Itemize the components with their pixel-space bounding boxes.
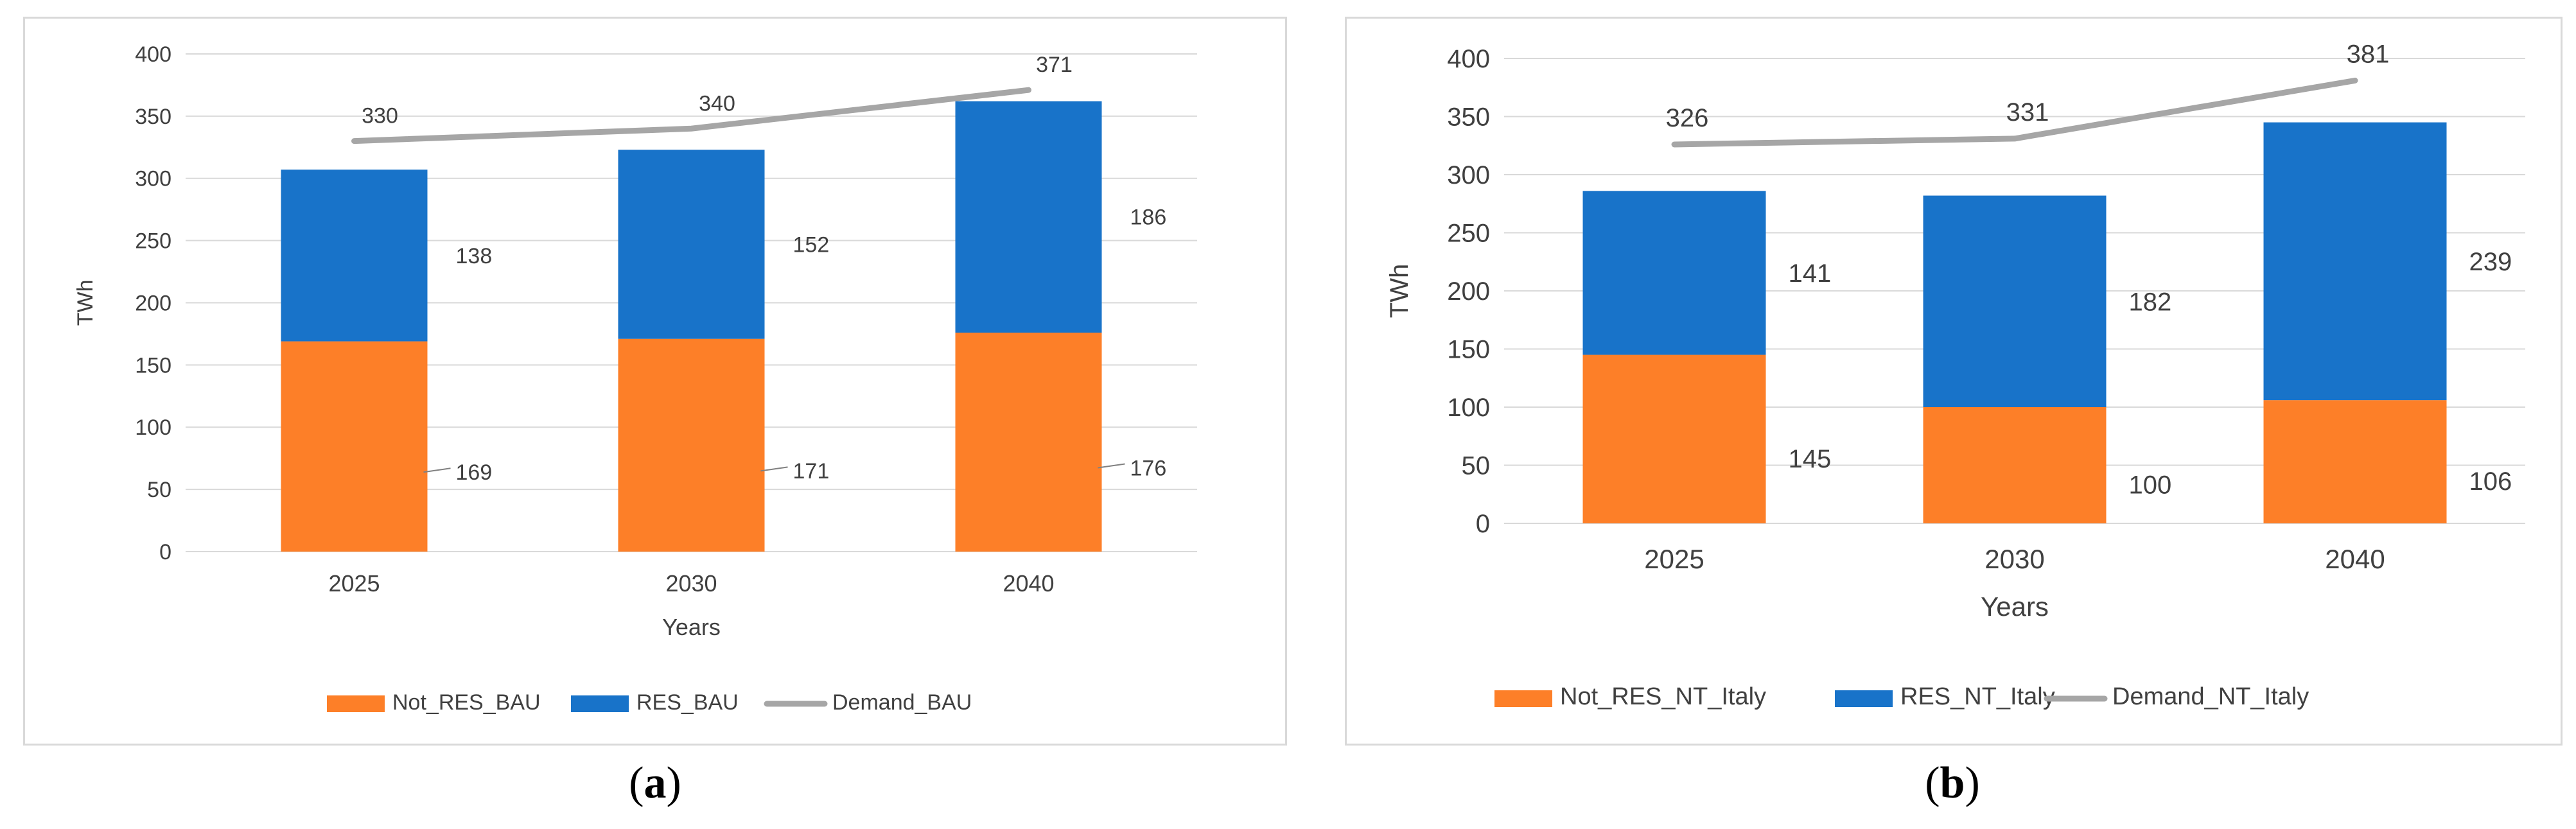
x-axis-label: Years <box>662 614 721 640</box>
bar-data-label: 141 <box>1789 259 1832 288</box>
bar-not-res-bau <box>955 333 1102 552</box>
line-data-label: 371 <box>1036 53 1073 77</box>
x-tick-label: 2025 <box>328 570 380 597</box>
y-tick-label: 200 <box>1447 277 1490 306</box>
x-tick-label: 2030 <box>1985 544 2044 574</box>
bar-data-label: 239 <box>2469 248 2512 276</box>
data-label-leader <box>423 467 451 473</box>
data-label-leader <box>760 466 788 472</box>
caption-a: (a) <box>629 758 681 808</box>
x-tick-label: 2040 <box>2325 544 2385 574</box>
legend-label: Demand_BAU <box>832 690 972 715</box>
bar-data-label: 171 <box>793 459 830 484</box>
bar-not-res-bau <box>281 341 428 552</box>
y-tick-label: 400 <box>1447 45 1490 73</box>
line-data-label: 340 <box>699 91 735 116</box>
demand-line <box>351 87 1031 144</box>
legend-label: RES_BAU <box>636 690 739 715</box>
bar-not-res-nt-italy <box>2263 400 2447 523</box>
bar-res-bau <box>955 101 1102 333</box>
chart-panel-b: 0 50 100 150 200 250 300 350 400 TWh 145 141 2025 100… <box>1345 17 2563 746</box>
bar-not-res-nt-italy <box>1923 407 2107 523</box>
y-tick-label: 250 <box>1447 220 1490 248</box>
y-tick-label: 0 <box>159 540 171 564</box>
line-data-label: 331 <box>2006 98 2049 127</box>
bar-data-label: 152 <box>793 232 830 257</box>
data-label-leader <box>1098 463 1125 469</box>
bar-data-label: 176 <box>1130 456 1167 480</box>
bar-res-nt-italy <box>2263 122 2447 401</box>
y-axis-label: TWh <box>1385 264 1414 318</box>
legend-swatch-not-res-bau <box>327 695 385 712</box>
y-tick-label: 50 <box>1462 452 1491 480</box>
y-tick-label: 100 <box>1447 394 1490 422</box>
legend-swatch-not-res-nt-italy <box>1494 690 1552 707</box>
bar-data-label: 145 <box>1789 445 1832 473</box>
y-tick-label: 250 <box>135 229 171 254</box>
chart-b-svg: 0 50 100 150 200 250 300 350 400 TWh 145 141 2025 100… <box>1385 40 2525 710</box>
y-tick-label: 350 <box>135 105 171 129</box>
chart-panel-a: 0 50 100 150 200 250 300 350 400 TWh 169 138 2025 171… <box>23 17 1287 746</box>
y-tick-label: 300 <box>135 167 171 191</box>
x-tick-label: 2025 <box>1644 544 1704 574</box>
y-axis-label: TWh <box>73 280 98 326</box>
y-tick-label: 400 <box>135 42 171 67</box>
demand-line <box>1671 77 2358 148</box>
y-tick-label: 150 <box>1447 336 1490 364</box>
bar-res-bau <box>281 170 428 342</box>
y-tick-label: 200 <box>135 291 171 315</box>
bar-data-label: 106 <box>2469 467 2512 496</box>
bar-data-label: 138 <box>456 244 493 268</box>
line-data-label: 326 <box>1666 104 1709 132</box>
legend-swatch-res-bau <box>571 695 629 712</box>
bar-not-res-bau <box>618 338 765 552</box>
y-tick-label: 0 <box>1476 510 1490 538</box>
legend-swatch-res-nt-italy <box>1835 690 1893 707</box>
bar-data-label: 169 <box>456 460 493 485</box>
caption-a-letter: a <box>644 758 667 808</box>
x-axis-label: Years <box>1981 591 2049 622</box>
chart-a-svg: 0 50 100 150 200 250 300 350 400 TWh 169 138 2025 171… <box>73 42 1197 715</box>
y-tick-label: 150 <box>135 353 171 378</box>
bar-res-bau <box>618 150 765 339</box>
x-tick-label: 2040 <box>1003 570 1054 597</box>
bar-data-label: 186 <box>1130 205 1167 230</box>
line-data-label: 381 <box>2347 40 2390 68</box>
x-tick-label: 2030 <box>665 570 717 597</box>
line-data-label: 330 <box>362 104 398 128</box>
caption-b-letter: b <box>1940 758 1965 808</box>
y-tick-label: 300 <box>1447 161 1490 189</box>
y-tick-label: 50 <box>147 478 171 502</box>
bar-res-nt-italy <box>1582 191 1766 355</box>
bar-res-nt-italy <box>1923 195 2107 407</box>
legend-label: Demand_NT_Italy <box>2112 683 2309 710</box>
legend-label: RES_NT_Italy <box>1900 683 2055 710</box>
bar-not-res-nt-italy <box>1582 354 1766 523</box>
legend-label: Not_RES_NT_Italy <box>1560 683 1766 710</box>
bar-data-label: 182 <box>2129 288 2172 316</box>
caption-b: (b) <box>1925 758 1980 808</box>
y-tick-label: 100 <box>135 415 171 440</box>
y-tick-label: 350 <box>1447 103 1490 132</box>
bar-data-label: 100 <box>2129 471 2172 500</box>
legend-label: Not_RES_BAU <box>392 690 541 715</box>
